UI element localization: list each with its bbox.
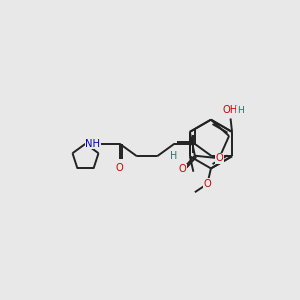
Text: H: H	[237, 106, 244, 115]
Text: NH: NH	[85, 139, 100, 149]
Text: O: O	[179, 164, 186, 174]
Text: H: H	[169, 151, 177, 161]
Text: O: O	[116, 163, 124, 173]
Text: O: O	[203, 179, 211, 189]
Text: OH: OH	[223, 105, 238, 115]
Text: O: O	[215, 153, 223, 163]
